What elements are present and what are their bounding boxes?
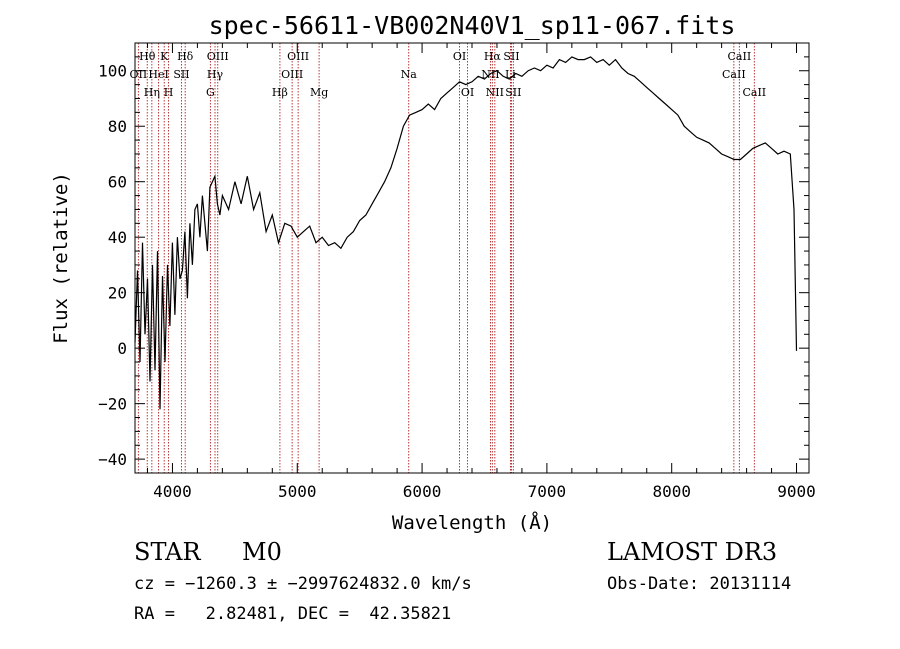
marker-label-25: CaII: [722, 68, 746, 81]
plot-frame: [134, 42, 810, 474]
marker-label-17: OI: [461, 86, 474, 99]
x-tick-label-2: 6000: [403, 482, 442, 501]
marker-label-4: HeI: [148, 68, 168, 81]
marker-label-13: OIII: [281, 68, 303, 81]
marker-label-1: OII: [130, 68, 148, 81]
spectral-line-labels: Hθ OII Hη K HeI H Hδ SII OIII Hγ G Hβ OIII OIII Mg Na OI…: [130, 50, 767, 99]
y-tick-label-1: −20: [98, 395, 127, 414]
marker-label-23: SII: [505, 86, 521, 99]
x-tick-label-5: 9000: [777, 482, 816, 501]
y-tick-label-0: −40: [98, 450, 127, 469]
marker-label-5: H: [164, 86, 174, 99]
y-tick-label-2: 0: [117, 339, 127, 358]
marker-label-8: OIII: [207, 50, 229, 63]
marker-label-3: K: [160, 50, 169, 63]
marker-label-16: OI: [453, 50, 466, 63]
marker-label-12: OIII: [287, 50, 309, 63]
marker-label-22: Li: [505, 68, 516, 81]
chart-title: spec-56611-VB002N40V1_sp11-067.fits: [209, 11, 736, 40]
marker-label-7: SII: [173, 68, 189, 81]
x-axis-label: Wavelength (Å): [392, 511, 552, 534]
marker-label-6: Hδ: [177, 50, 194, 63]
y-tick-label-3: 20: [108, 284, 127, 303]
marker-label-11: Hβ: [272, 86, 288, 99]
marker-label-26: CaII: [742, 86, 766, 99]
marker-label-18: Hα: [484, 50, 502, 63]
y-axis-label: Flux (relative): [50, 172, 72, 344]
y-tick-label-7: 100: [98, 62, 127, 81]
marker-label-2: Hη: [144, 86, 160, 99]
x-tick-label-4: 8000: [652, 482, 691, 501]
marker-label-10: G: [206, 86, 215, 99]
object-class: STAR: [134, 538, 201, 566]
y-tick-label-6: 80: [108, 117, 127, 136]
marker-label-21: SII: [503, 50, 519, 63]
marker-label-0: Hθ: [139, 50, 156, 63]
x-axis-ticks: 4000 5000 6000 7000 8000 9000: [146, 43, 816, 501]
flux-series-line: [134, 56, 798, 410]
marker-label-9: Hγ: [207, 68, 224, 81]
spectral-line-markers: [137, 43, 755, 473]
ra-dec-coordinates: RA = 2.82481, DEC = 42.35821: [134, 604, 452, 624]
observation-date: Obs-Date: 20131114: [607, 574, 792, 594]
y-tick-label-4: 40: [108, 228, 127, 247]
x-tick-label-1: 5000: [278, 482, 317, 501]
marker-label-14: Mg: [310, 86, 328, 99]
survey-name: LAMOST DR3: [607, 538, 778, 566]
marker-label-15: Na: [401, 68, 418, 81]
redshift-velocity: cz = −1260.3 ± −2997624832.0 km/s: [134, 574, 472, 594]
marker-label-24: CaII: [728, 50, 752, 63]
y-tick-label-5: 60: [108, 173, 127, 192]
marker-label-20: NII: [486, 86, 504, 99]
x-tick-label-0: 4000: [153, 482, 192, 501]
y-axis-ticks: −40 −20 0 20 40 60 80 100: [98, 56, 809, 469]
object-subclass: M0: [242, 538, 282, 566]
x-tick-label-3: 7000: [528, 482, 567, 501]
